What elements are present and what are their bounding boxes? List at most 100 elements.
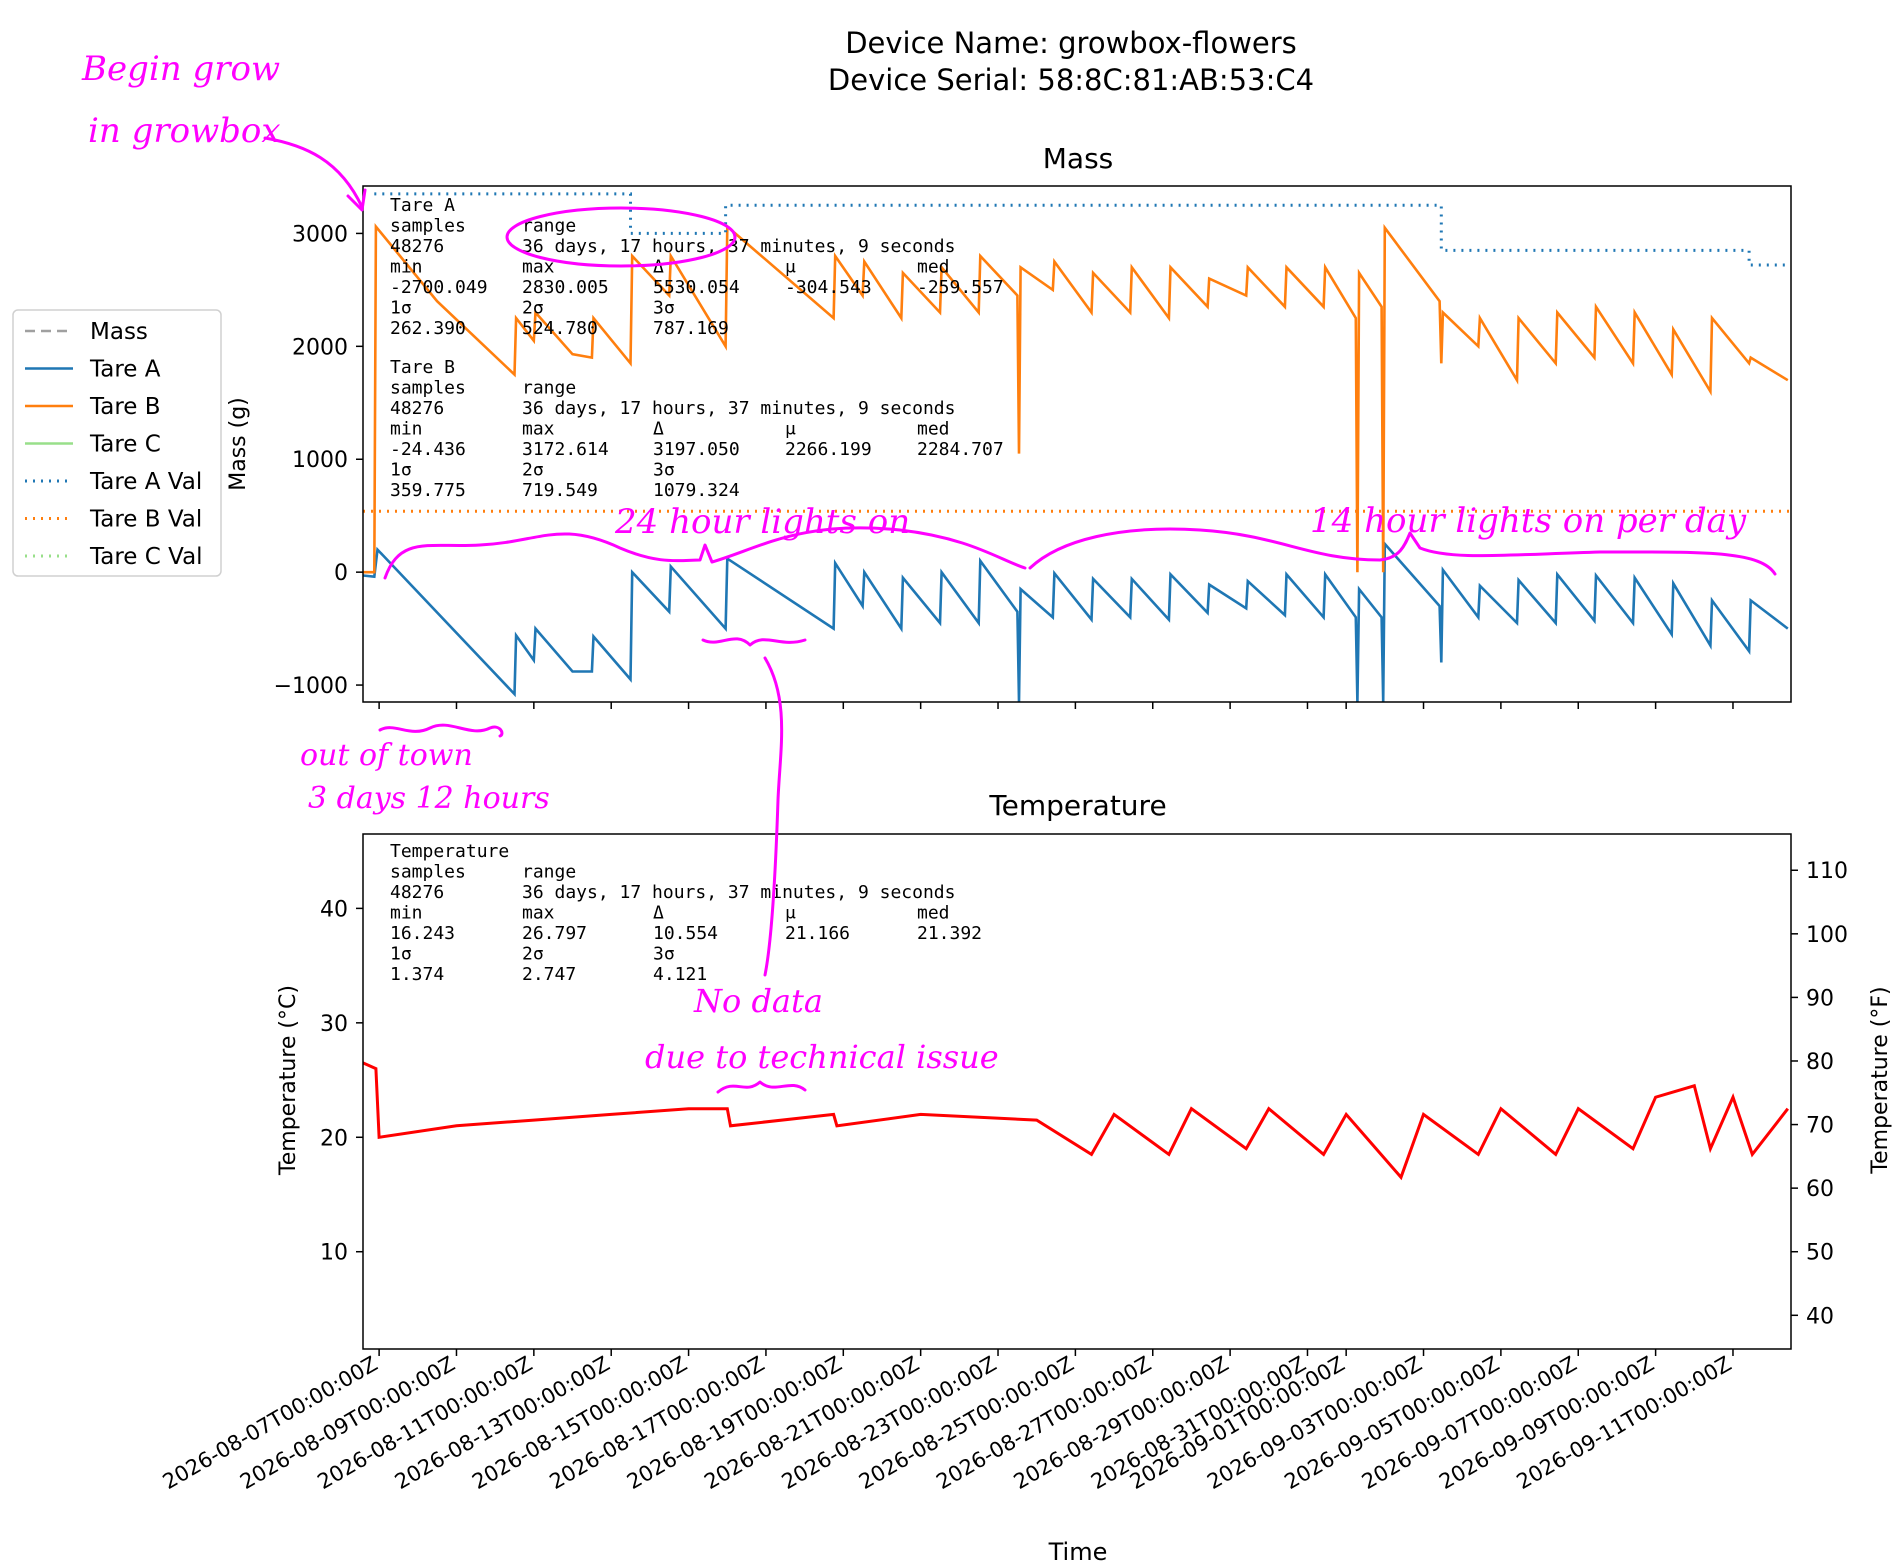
stats-cell: max bbox=[522, 419, 555, 440]
annotation-out-of-town-line1: out of town bbox=[300, 738, 473, 773]
mass-title: Mass bbox=[1043, 142, 1114, 175]
annotation-begin-grow-line2: in growbox bbox=[88, 111, 281, 151]
stats-cell: Tare B bbox=[390, 357, 455, 378]
stats-cell: 21.166 bbox=[785, 923, 850, 944]
temp-title: Temperature bbox=[988, 789, 1166, 822]
temp-ytick-right-label: 70 bbox=[1806, 1114, 1834, 1139]
legend-label: Tare C Val bbox=[89, 544, 203, 570]
annotation-14-hour: 14 hour lights on per day bbox=[1310, 501, 1747, 541]
annotation-no-data-line1: No data bbox=[693, 982, 823, 1020]
stats-cell: 21.392 bbox=[917, 923, 982, 944]
stats-cell: 2266.199 bbox=[785, 439, 872, 460]
stats-cell: 3197.050 bbox=[653, 439, 740, 460]
stats-cell: 1σ bbox=[390, 460, 412, 481]
stats-cell: samples bbox=[390, 862, 466, 883]
stats-cell: samples bbox=[390, 216, 466, 237]
stats-cell: min bbox=[390, 257, 423, 278]
stats-cell: 10.554 bbox=[653, 923, 718, 944]
stats-cell: 1079.324 bbox=[653, 480, 740, 501]
temp-ytick-right-label: 100 bbox=[1806, 923, 1848, 948]
temp-ytick-right-label: 110 bbox=[1806, 859, 1848, 884]
series-tare-a-val bbox=[374, 192, 1788, 267]
device-serial: Device Serial: 58:8C:81:AB:53:C4 bbox=[828, 63, 1314, 97]
stats-cell: Δ bbox=[653, 419, 664, 440]
mass-plot bbox=[362, 192, 1791, 703]
stats-cell: 524.780 bbox=[522, 318, 598, 339]
temp-ylabel: Temperature (°C) bbox=[276, 985, 301, 1176]
brace-no-data-temp bbox=[716, 1080, 807, 1094]
stats-cell: 262.390 bbox=[390, 318, 466, 339]
stats-cell: 2284.707 bbox=[917, 439, 1004, 460]
stats-cell: Δ bbox=[653, 257, 664, 278]
stats-cell: 3σ bbox=[653, 460, 675, 481]
temp-ytick-right-label: 50 bbox=[1806, 1241, 1834, 1266]
stats-cell: 36 days, 17 hours, 37 minutes, 9 seconds bbox=[522, 398, 955, 419]
no-data-pointer bbox=[763, 656, 784, 977]
annotation-24-hour: 24 hour lights on bbox=[614, 502, 910, 542]
temp-ylabel-right: Temperature (°F) bbox=[1868, 986, 1893, 1174]
stats-cell: 2.747 bbox=[522, 964, 576, 985]
temp-ytick-right-label: 40 bbox=[1806, 1304, 1834, 1329]
temp-plot bbox=[362, 1061, 1789, 1181]
brace-out-of-town bbox=[378, 723, 504, 738]
series-temperature bbox=[362, 1061, 1789, 1181]
stats-cell: range bbox=[522, 862, 576, 883]
brace-no-data-mass bbox=[701, 637, 807, 647]
stats-cell: max bbox=[522, 257, 555, 278]
legend: Mass Tare A Tare B Tare C Tare A Val Tare B V… bbox=[12, 309, 222, 577]
mass-ytick-label: 1000 bbox=[292, 448, 348, 473]
stats-cell: med bbox=[917, 419, 950, 440]
temp-ytick-right-label: 90 bbox=[1806, 986, 1834, 1011]
stats-cell: max bbox=[522, 903, 555, 924]
stats-cell: 48276 bbox=[390, 236, 444, 257]
stats-cell: 787.169 bbox=[653, 318, 729, 339]
temp-ytick-right-label: 60 bbox=[1806, 1177, 1834, 1202]
stats-cell: 48276 bbox=[390, 882, 444, 903]
temp-ytick-label: 40 bbox=[320, 897, 348, 922]
legend-label: Tare B Val bbox=[89, 507, 202, 533]
mass-ytick-label: 2000 bbox=[292, 335, 348, 360]
stats-cell: 2σ bbox=[522, 298, 544, 319]
legend-label: Tare C bbox=[89, 432, 161, 458]
brace-24-hour bbox=[383, 526, 1027, 580]
annotation-out-of-town-line2: 3 days 12 hours bbox=[308, 781, 550, 816]
stats-cell: 5530.054 bbox=[653, 277, 740, 298]
stats-cell: 4.121 bbox=[653, 964, 707, 985]
stats-cell: samples bbox=[390, 378, 466, 399]
series-tare-b bbox=[363, 222, 1789, 574]
stats-cell: μ bbox=[785, 903, 796, 924]
legend-label: Tare B bbox=[89, 394, 161, 420]
stats-cell: 1σ bbox=[390, 944, 412, 965]
stats-cell: range bbox=[522, 216, 576, 237]
stats-cell: 2σ bbox=[522, 460, 544, 481]
stats-cell: μ bbox=[785, 257, 796, 278]
temp-y-ticks-right: 40 50 60 70 80 90 100 110 bbox=[1791, 859, 1848, 1329]
mass-ylabel: Mass (g) bbox=[226, 397, 251, 491]
legend-label: Tare A Val bbox=[89, 469, 202, 495]
stats-cell: Tare A bbox=[390, 195, 455, 216]
stats-cell: 2830.005 bbox=[522, 277, 609, 298]
stats-cell: Δ bbox=[653, 903, 664, 924]
legend-label: Mass bbox=[90, 319, 148, 345]
stats-cell: 719.549 bbox=[522, 480, 598, 501]
brace-14-hour bbox=[1028, 527, 1777, 576]
stats-cell: 2σ bbox=[522, 944, 544, 965]
stats-cell: -24.436 bbox=[390, 439, 466, 460]
temp-ytick-label: 10 bbox=[320, 1241, 348, 1266]
temp-x-ticks: 2026-08-07T00:00:00Z2026-08-09T00:00:00Z… bbox=[159, 1349, 1735, 1494]
mass-ytick-label: −1000 bbox=[274, 674, 348, 699]
temp-axes-frame bbox=[362, 833, 1792, 1350]
stats-cell: 1σ bbox=[390, 298, 412, 319]
annotations: Begin grow in growbox 24 hour lights on … bbox=[81, 49, 1777, 1094]
begin-grow-arrow bbox=[263, 136, 364, 209]
stats-cell: med bbox=[917, 257, 950, 278]
stats-cell: 36 days, 17 hours, 37 minutes, 9 seconds bbox=[522, 882, 955, 903]
stats-cell: 359.775 bbox=[390, 480, 466, 501]
stats-cell: min bbox=[390, 903, 423, 924]
stats-cell: 26.797 bbox=[522, 923, 587, 944]
stats-cell: 1.374 bbox=[390, 964, 444, 985]
time-xlabel: Time bbox=[1048, 1538, 1108, 1564]
